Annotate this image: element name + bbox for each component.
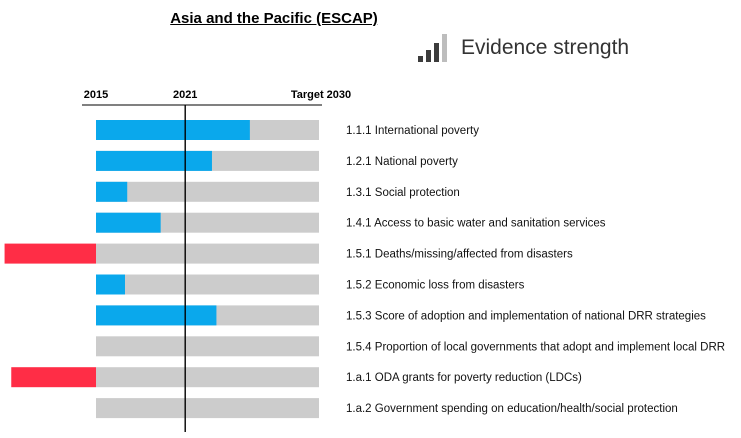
indicator-label: 1.5.4 Proportion of local governments th… [346, 341, 725, 353]
indicator-label: 1.a.1 ODA grants for poverty reduction (… [346, 372, 582, 384]
signal-strength-icon [418, 34, 447, 62]
progress-bar [96, 150, 212, 171]
axis-tick-2015: 2015 [84, 89, 108, 101]
progress-bar [96, 305, 217, 326]
track-bar [96, 336, 319, 357]
indicator-label: 1.3.1 Social protection [346, 187, 460, 199]
chart-title: Asia and the Pacific (ESCAP) [170, 10, 378, 27]
regression-bar [4, 243, 97, 264]
evidence-strength-label: Evidence strength [461, 36, 630, 59]
regression-bar [11, 367, 96, 388]
track-bar [96, 274, 319, 295]
axis-tick-2021: 2021 [173, 89, 197, 101]
track-bar [96, 398, 319, 419]
progress-bar [96, 212, 161, 233]
indicator-label: 1.5.3 Score of adoption and implementati… [346, 310, 706, 322]
indicator-label: 1.5.2 Economic loss from disasters [346, 280, 525, 292]
progress-bar [96, 120, 250, 140]
indicator-label: 1.a.2 Government spending on education/h… [346, 403, 678, 415]
indicator-label: 1.2.1 National poverty [346, 156, 458, 168]
indicator-label: 1.4.1 Access to basic water and sanitati… [346, 218, 606, 230]
indicator-label: 1.1.1 International poverty [346, 125, 479, 137]
track-bar [96, 181, 319, 202]
track-bar [96, 243, 319, 264]
progress-bar [96, 181, 128, 202]
axis-tick-target-2030: Target 2030 [291, 89, 351, 101]
progress-bar [96, 274, 125, 295]
evidence-strength-legend: Evidence strength [418, 32, 629, 64]
indicator-label: 1.5.1 Deaths/missing/affected from disas… [346, 249, 573, 261]
track-bar [96, 367, 319, 388]
